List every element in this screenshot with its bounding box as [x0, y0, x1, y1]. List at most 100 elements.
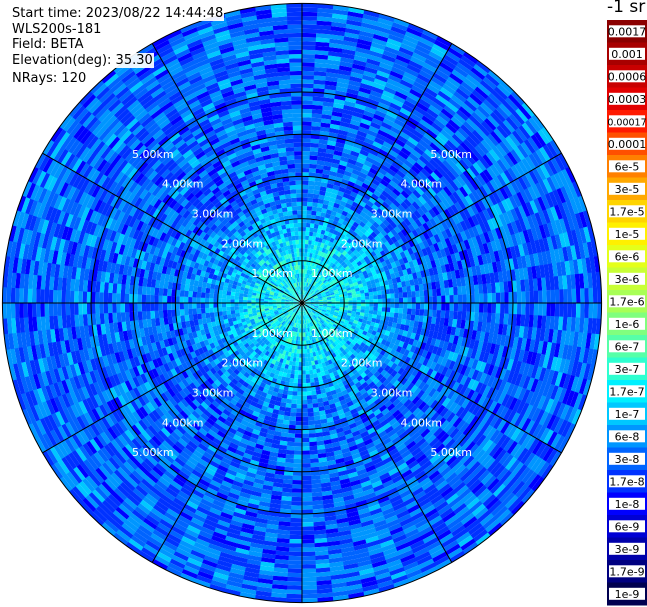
- range-gate-cell: [205, 292, 210, 299]
- range-gate-cell: [394, 303, 400, 309]
- range-gate-cell: [308, 235, 313, 241]
- range-gate-cell: [312, 271, 316, 276]
- range-gate-cell: [418, 283, 424, 291]
- range-gate-cell: [311, 275, 314, 280]
- range-gate-cell: [293, 301, 298, 303]
- range-gate-cell: [289, 378, 295, 383]
- range-gate-cell: [297, 214, 303, 219]
- range-gate-cell: [296, 296, 300, 300]
- range-gate-cell: [278, 284, 283, 289]
- range-gate-cell: [327, 298, 332, 301]
- range-gate-cell: [296, 349, 300, 354]
- range-gate-cell: [292, 475, 302, 481]
- range-gate-cell: [398, 297, 404, 304]
- range-gate-cell: [302, 180, 309, 185]
- range-gate-cell: [222, 290, 227, 296]
- range-gate-cell: [397, 287, 403, 293]
- range-gate-cell: [330, 307, 336, 311]
- range-gate-cell: [377, 303, 383, 308]
- range-gate-cell: [373, 306, 378, 311]
- range-gate-cell: [304, 306, 308, 310]
- range-gate-cell: [284, 189, 291, 195]
- range-gate-cell: [302, 159, 310, 164]
- range-gate-cell: [281, 307, 286, 310]
- range-gate-cell: [293, 331, 296, 336]
- range-gate-cell: [200, 297, 206, 303]
- range-gate-cell: [306, 331, 309, 337]
- range-gate-cell: [294, 163, 303, 169]
- range-gate-cell: [432, 303, 437, 311]
- range-gate-cell: [302, 176, 309, 181]
- range-gate-cell: [183, 302, 189, 310]
- range-gate-cell: [305, 319, 308, 324]
- range-gate-cell: [205, 312, 211, 319]
- range-gate-cell: [318, 307, 323, 310]
- range-gate-cell: [295, 357, 300, 362]
- range-gate-cell: [302, 155, 310, 160]
- range-gate-cell: [325, 291, 330, 294]
- range-gate-cell: [369, 306, 374, 311]
- range-gate-cell: [318, 300, 324, 303]
- range-gate-cell: [291, 395, 298, 400]
- range-gate-cell: [287, 281, 291, 286]
- range-gate-cell: [293, 454, 302, 460]
- range-gate-cell: [312, 398, 318, 404]
- range-gate-cell: [230, 306, 235, 311]
- range-gate-cell: [314, 181, 322, 187]
- range-gate-cell: [326, 307, 332, 310]
- range-gate-cell: [283, 317, 288, 321]
- range-gate-cell: [305, 299, 310, 302]
- range-gate-cell: [285, 300, 290, 302]
- range-gate-cell: [306, 303, 311, 306]
- range-gate-cell: [285, 198, 292, 203]
- range-gate-cell: [298, 366, 302, 371]
- range-gate-cell: [302, 163, 310, 169]
- range-gate-cell: [302, 315, 304, 320]
- range-gate-cell: [321, 310, 326, 314]
- range-gate-cell: [284, 193, 292, 199]
- range-gate-cell: [192, 285, 198, 292]
- range-gate-cell: [302, 298, 304, 301]
- range-gate-cell: [192, 297, 197, 303]
- range-gate-cell: [474, 284, 479, 295]
- range-gate-cell: [313, 306, 319, 310]
- range-gate-cell: [154, 287, 160, 296]
- range-gate-cell: [286, 398, 292, 404]
- range-gate-cell: [394, 297, 400, 304]
- range-gate-cell: [308, 278, 312, 284]
- range-gate-cell: [297, 273, 300, 278]
- range-gate-cell: [196, 291, 202, 298]
- range-gate-cell: [313, 320, 317, 325]
- range-gate-cell: [294, 155, 303, 160]
- range-gate-cell: [303, 269, 306, 274]
- range-gate-cell: [297, 378, 302, 384]
- range-gate-cell: [294, 309, 297, 314]
- range-gate-cell: [445, 303, 450, 311]
- range-gate-cell: [339, 298, 345, 302]
- range-gate-cell: [305, 235, 310, 241]
- range-gate-cell: [296, 189, 303, 194]
- range-gate-cell: [474, 303, 480, 313]
- range-gate-cell: [330, 309, 335, 312]
- range-gate-cell: [314, 277, 319, 282]
- range-gate-cell: [314, 313, 319, 318]
- range-gate-cell: [287, 168, 296, 173]
- range-gate-cell: [306, 206, 313, 211]
- range-gate-cell: [311, 326, 314, 331]
- range-gate-cell: [364, 309, 370, 314]
- range-gate-cell: [311, 285, 315, 290]
- range-gate-cell: [402, 286, 407, 293]
- range-gate-cell: [388, 283, 394, 290]
- range-gate-cell: [431, 281, 437, 290]
- range-gate-cell: [269, 290, 275, 294]
- range-gate-cell: [319, 288, 324, 292]
- range-gate-cell: [297, 374, 302, 379]
- range-gate-cell: [312, 293, 317, 297]
- range-gate-cell: [296, 282, 299, 287]
- range-gate-cell: [285, 328, 289, 334]
- range-gate-cell: [313, 281, 317, 286]
- range-gate-cell: [325, 310, 331, 314]
- range-gate-cell: [291, 331, 295, 336]
- range-gate-cell: [386, 303, 391, 308]
- range-gate-cell: [278, 310, 283, 314]
